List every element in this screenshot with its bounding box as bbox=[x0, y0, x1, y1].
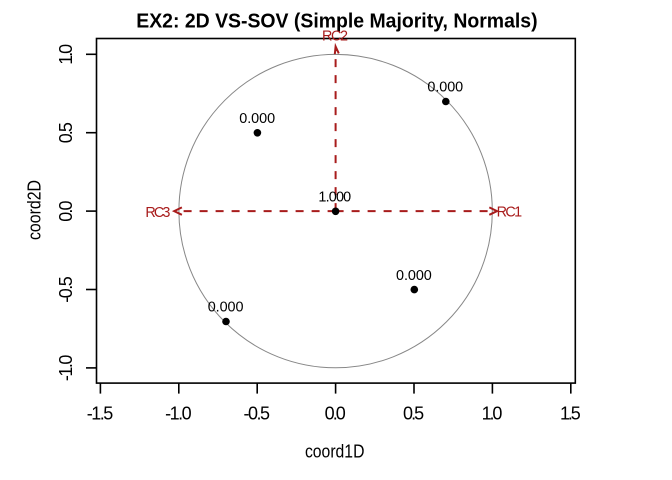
svg-text:0.5: 0.5 bbox=[403, 403, 424, 423]
svg-text:-1.0: -1.0 bbox=[56, 355, 76, 382]
svg-text:0.000: 0.000 bbox=[396, 268, 432, 284]
svg-text:0.0: 0.0 bbox=[56, 201, 76, 222]
svg-text:0.0: 0.0 bbox=[325, 403, 346, 423]
svg-text:0.5: 0.5 bbox=[56, 122, 76, 143]
svg-text:0.000: 0.000 bbox=[239, 111, 275, 127]
svg-text:-1.0: -1.0 bbox=[165, 403, 192, 423]
svg-text:1.0: 1.0 bbox=[482, 403, 503, 423]
svg-text:1.000: 1.000 bbox=[318, 189, 351, 205]
svg-text:1.0: 1.0 bbox=[56, 44, 76, 65]
svg-text:RC2: RC2 bbox=[322, 29, 348, 45]
svg-text:0.000: 0.000 bbox=[427, 80, 463, 96]
svg-text:-1.5: -1.5 bbox=[87, 403, 114, 423]
svg-text:RC1: RC1 bbox=[497, 204, 522, 220]
svg-text:coord1D: coord1D bbox=[305, 441, 365, 461]
svg-text:0.000: 0.000 bbox=[208, 300, 244, 316]
svg-text:EX2: 2D VS-SOV (Simple Majorit: EX2: 2D VS-SOV (Simple Majority, Normals… bbox=[136, 11, 537, 33]
svg-text:RC3: RC3 bbox=[145, 205, 170, 221]
svg-text:coord2D: coord2D bbox=[25, 180, 45, 240]
svg-text:-0.5: -0.5 bbox=[56, 276, 76, 303]
svg-text:-0.5: -0.5 bbox=[244, 403, 271, 423]
svg-text:1.5: 1.5 bbox=[560, 403, 581, 423]
